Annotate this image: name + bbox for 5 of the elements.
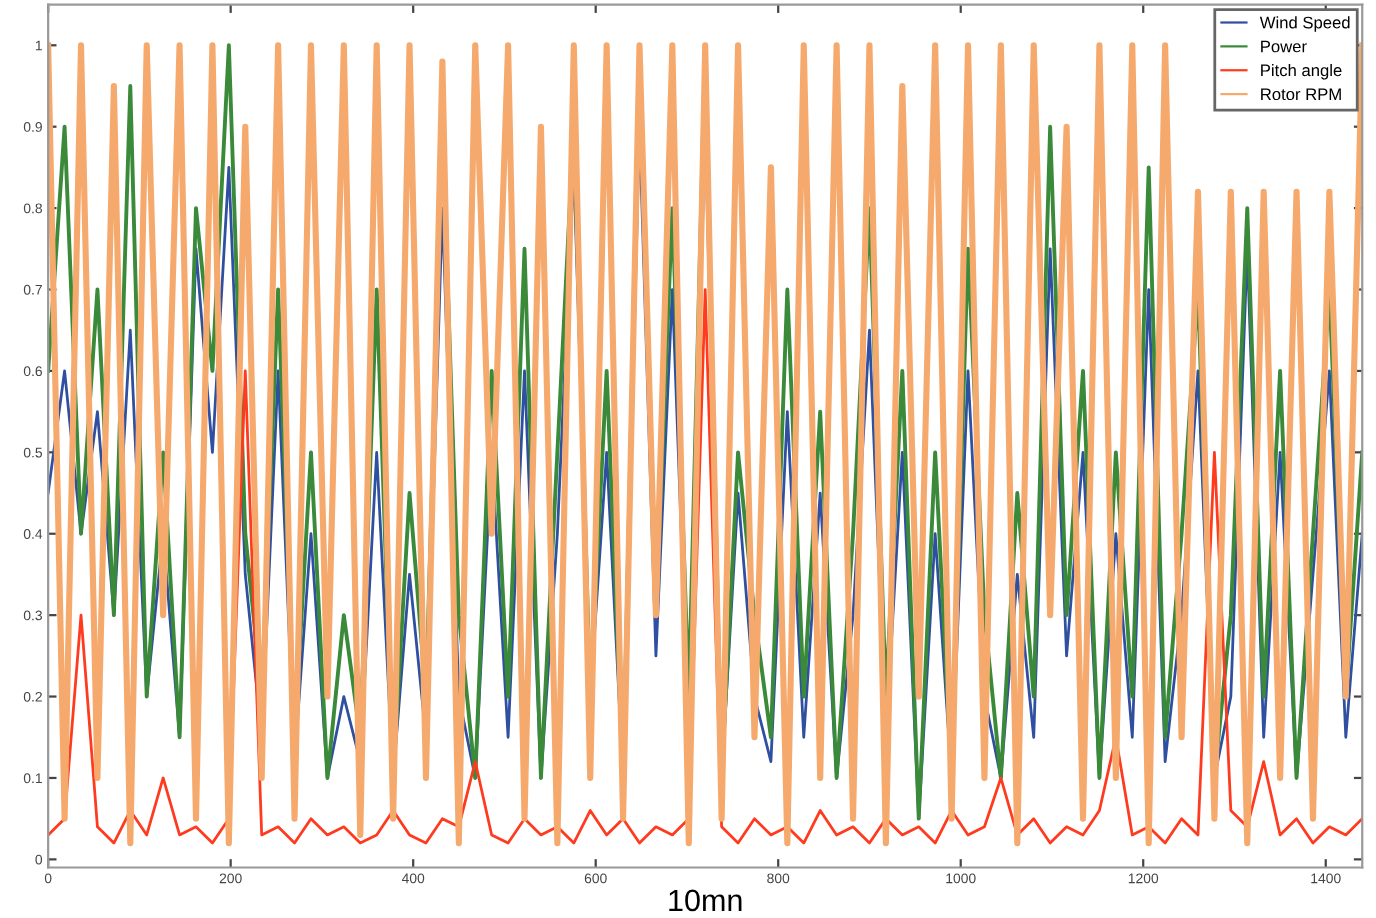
legend-label: Rotor RPM bbox=[1261, 88, 1341, 101]
legend-label: Wind Speed bbox=[1259, 16, 1350, 32]
legend-label: Power bbox=[1261, 40, 1307, 53]
x-axis-title: 10mn bbox=[669, 889, 742, 912]
legend-label: Pitch angle bbox=[1261, 64, 1342, 80]
